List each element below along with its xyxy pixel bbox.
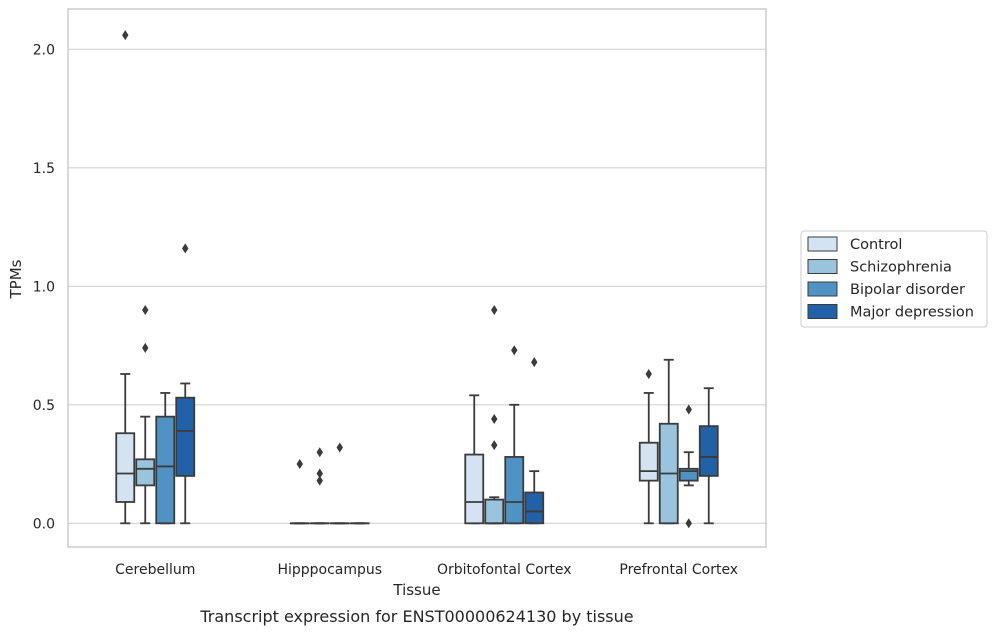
x-axis-ticks: Cerebellum Hipppocampus Orbitofontal Corte… bbox=[115, 562, 738, 578]
legend-swatch bbox=[807, 236, 838, 252]
outlier-point bbox=[316, 447, 323, 458]
x-tick-label: Cerebellum bbox=[115, 562, 195, 578]
plot-frame bbox=[67, 8, 767, 548]
x-axis-label: Tissue bbox=[392, 581, 440, 599]
x-tick-label: Prefrontal Cortex bbox=[619, 562, 738, 578]
outlier-point bbox=[491, 414, 498, 425]
box-iqr bbox=[175, 396, 196, 477]
box-iqr bbox=[698, 425, 719, 477]
x-tick-label: Orbitofontal Cortex bbox=[437, 562, 572, 578]
legend-label: Major depression bbox=[850, 305, 974, 321]
outlier-point bbox=[645, 368, 652, 379]
legend-label: Bipolar disorder bbox=[850, 282, 965, 298]
outlier-point bbox=[336, 442, 343, 453]
box-control bbox=[638, 368, 659, 525]
box-iqr bbox=[524, 491, 545, 525]
outlier-point bbox=[491, 304, 498, 315]
outlier-point bbox=[511, 345, 518, 356]
y-tick-label: 0.5 bbox=[33, 398, 55, 414]
legend-frame bbox=[800, 230, 988, 328]
chart-caption: Transcript expression for ENST0000062413… bbox=[199, 607, 633, 626]
box-bipolar-disorder bbox=[504, 345, 525, 525]
outlier-point bbox=[316, 475, 323, 486]
legend-label: Schizophrenia bbox=[850, 260, 952, 276]
box-schizophrenia bbox=[658, 358, 679, 525]
box-iqr bbox=[504, 456, 525, 525]
y-tick-label: 2.0 bbox=[33, 42, 55, 58]
box-bipolar-disorder bbox=[155, 392, 176, 525]
outlier-point bbox=[531, 357, 538, 368]
legend-swatch bbox=[807, 304, 838, 319]
x-tick-label: Hipppocampus bbox=[277, 562, 382, 578]
box-bipolar-disorder bbox=[329, 442, 350, 525]
y-axis-ticks: 0.0 0.5 1.0 1.5 2.0 bbox=[33, 42, 55, 532]
box-iqr bbox=[678, 467, 699, 482]
outlier-point bbox=[685, 518, 692, 529]
box-iqr bbox=[155, 415, 176, 525]
outlier-point bbox=[296, 459, 303, 470]
box-schizophrenia bbox=[135, 304, 156, 525]
outlier-point bbox=[142, 342, 149, 353]
y-axis-label: TPMs bbox=[7, 259, 25, 299]
box-major-depression bbox=[698, 387, 719, 525]
box-iqr bbox=[464, 453, 485, 525]
outlier-point bbox=[685, 404, 692, 415]
box-control bbox=[115, 30, 136, 525]
box-control bbox=[464, 394, 485, 525]
outlier-point bbox=[316, 468, 323, 479]
box-control bbox=[289, 459, 310, 525]
y-tick-label: 1.0 bbox=[33, 279, 55, 295]
box-iqr bbox=[115, 432, 136, 503]
box-iqr bbox=[135, 458, 156, 487]
legend: Control Schizophrenia Bipolar disorder Majo… bbox=[800, 230, 988, 328]
legend-swatch bbox=[807, 281, 838, 297]
box-plot-area bbox=[115, 30, 719, 529]
y-tick-label: 1.5 bbox=[33, 161, 55, 177]
box-iqr bbox=[638, 441, 659, 482]
box-major-depression bbox=[524, 357, 545, 525]
outlier-point bbox=[142, 304, 149, 315]
outlier-point bbox=[491, 440, 498, 451]
outlier-point bbox=[182, 243, 189, 254]
outlier-point bbox=[122, 30, 129, 41]
box-schizophrenia bbox=[309, 447, 330, 525]
legend-label: Control bbox=[850, 237, 902, 253]
legend-swatch bbox=[807, 259, 838, 274]
y-tick-label: 0.0 bbox=[33, 516, 55, 532]
box-bipolar-disorder bbox=[678, 404, 699, 529]
box-major-depression bbox=[175, 243, 196, 525]
box-schizophrenia bbox=[484, 304, 505, 525]
box-iqr bbox=[484, 498, 505, 525]
